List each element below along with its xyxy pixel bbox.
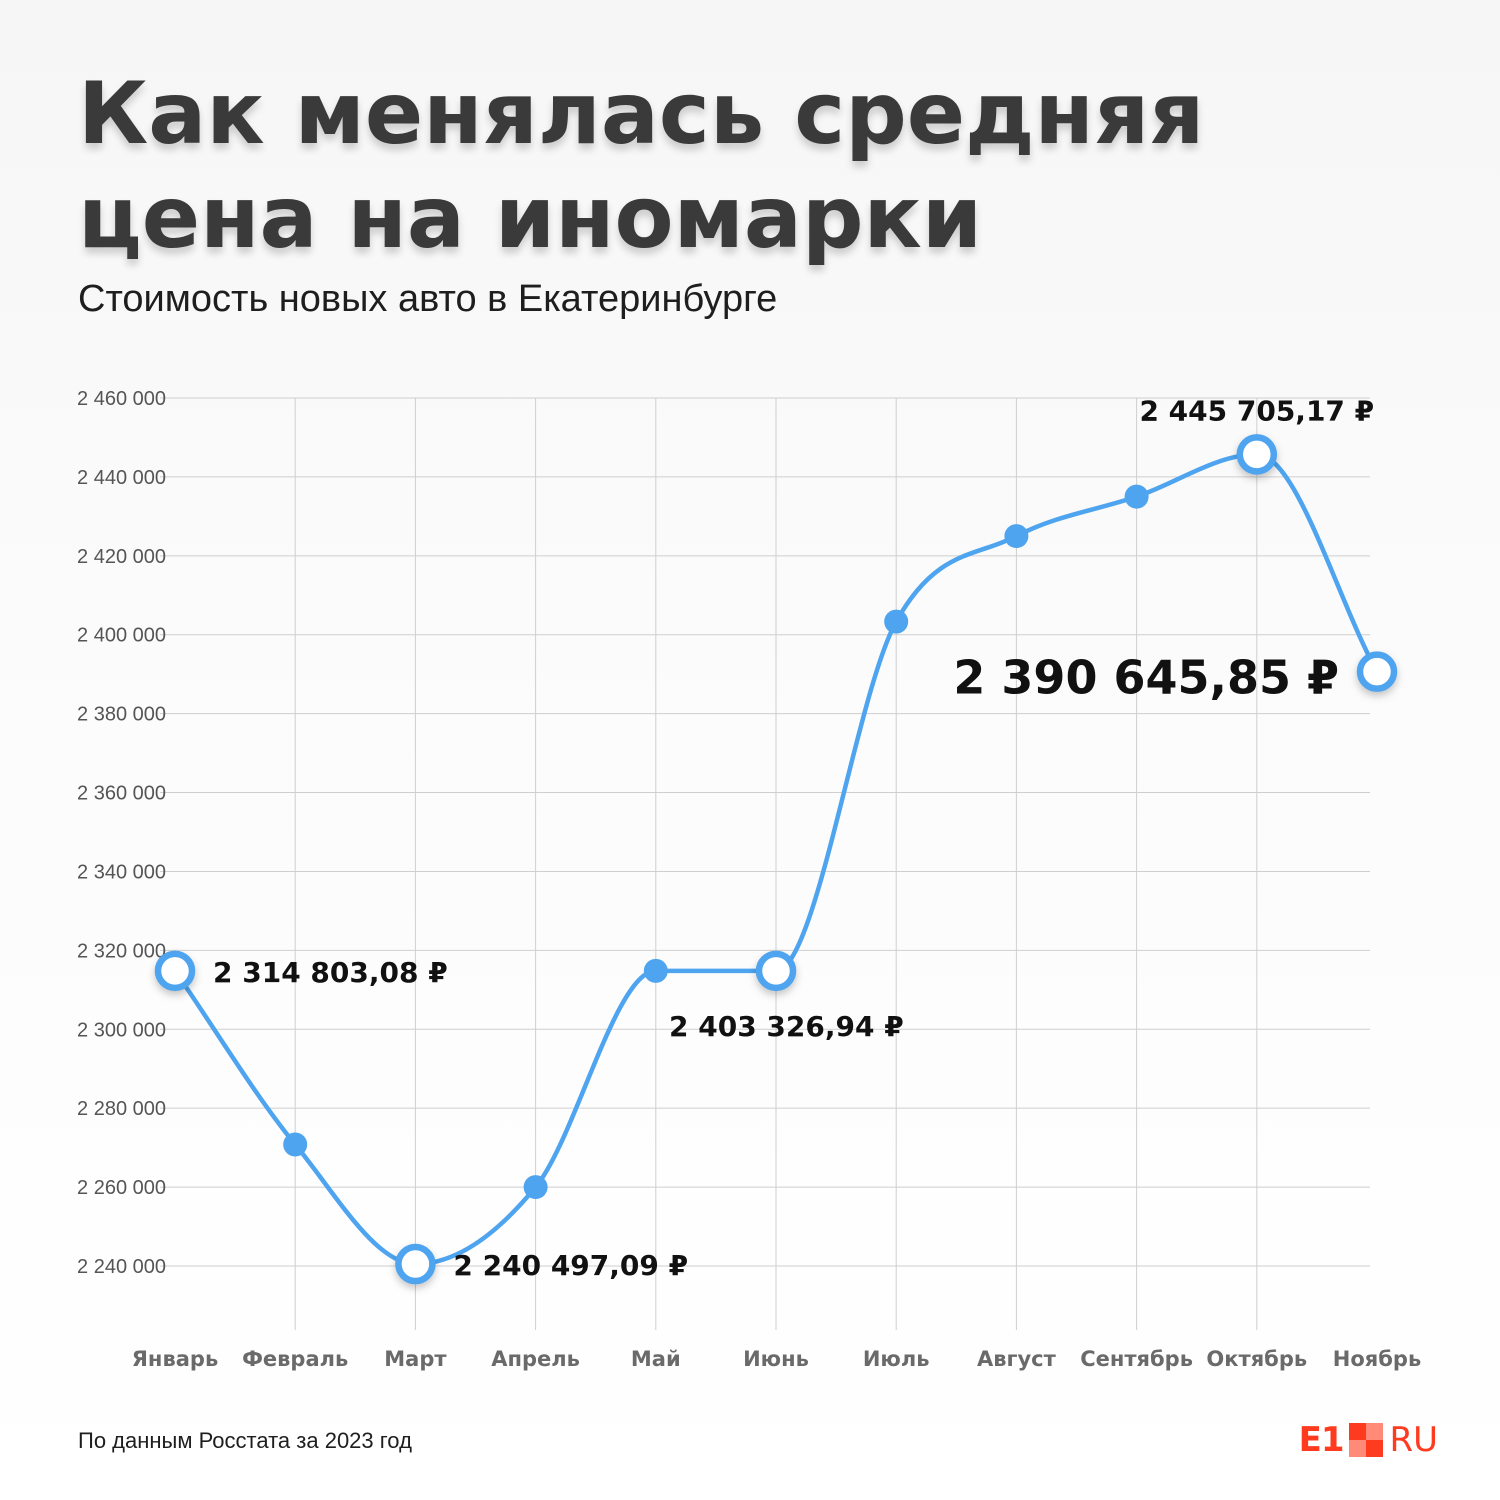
y-tick-label: 2 320 000 <box>77 940 166 962</box>
chart-title: Как менялась средняя цена на иномарки <box>78 64 1205 268</box>
data-point <box>643 958 668 983</box>
highlight-point <box>755 950 797 992</box>
data-label: 2 445 705,17 ₽ <box>1139 394 1374 427</box>
logo-e1-text: E1 <box>1298 1420 1345 1460</box>
y-tick-label: 2 240 000 <box>77 1256 166 1278</box>
data-point <box>1004 524 1029 549</box>
x-tick-label: Сентябрь <box>1080 1347 1193 1371</box>
data-label: 2 403 326,94 ₽ <box>669 1010 904 1043</box>
y-tick-label: 2 260 000 <box>77 1177 166 1199</box>
data-point <box>884 609 909 634</box>
y-tick-label: 2 300 000 <box>77 1019 166 1041</box>
highlight-point <box>1236 434 1278 475</box>
data-point <box>523 1175 548 1200</box>
x-tick-label: Май <box>631 1347 681 1371</box>
x-tick-label: Август <box>977 1347 1057 1371</box>
y-tick-label: 2 440 000 <box>77 467 166 489</box>
logo-ru-text: RU <box>1389 1420 1438 1460</box>
highlight-point <box>395 1243 436 1285</box>
x-tick-label: Январь <box>132 1347 218 1371</box>
x-tick-label: Июль <box>863 1347 930 1371</box>
highlight-point <box>1356 651 1398 692</box>
data-point <box>1124 484 1149 509</box>
data-label: 2 240 497,09 ₽ <box>453 1249 688 1282</box>
highlight-point <box>154 950 196 992</box>
data-point <box>283 1132 308 1157</box>
y-tick-label: 2 280 000 <box>77 1098 166 1120</box>
data-label: 2 314 803,08 ₽ <box>213 956 448 989</box>
data-label: 2 390 645,85 ₽ <box>953 651 1339 705</box>
x-tick-label: Март <box>384 1347 447 1371</box>
x-tick-label: Апрель <box>491 1347 580 1371</box>
x-tick-label: Ноябрь <box>1333 1347 1421 1371</box>
y-tick-label: 2 340 000 <box>77 861 166 883</box>
e1-ru-logo: E1 RU <box>1299 1420 1438 1460</box>
y-tick-label: 2 400 000 <box>77 625 166 647</box>
y-tick-label: 2 360 000 <box>77 783 166 805</box>
x-tick-label: Октябрь <box>1206 1347 1307 1371</box>
y-tick-label: 2 420 000 <box>77 546 166 568</box>
logo-square-icon <box>1349 1423 1384 1457</box>
chart-subtitle: Стоимость новых авто в Екатеринбурге <box>78 278 778 320</box>
y-tick-label: 2 460 000 <box>77 388 166 410</box>
x-tick-label: Февраль <box>242 1347 348 1371</box>
x-tick-label: Июнь <box>743 1347 809 1371</box>
y-tick-label: 2 380 000 <box>77 704 166 726</box>
source-note: По данным Росстата за 2023 год <box>78 1428 412 1453</box>
